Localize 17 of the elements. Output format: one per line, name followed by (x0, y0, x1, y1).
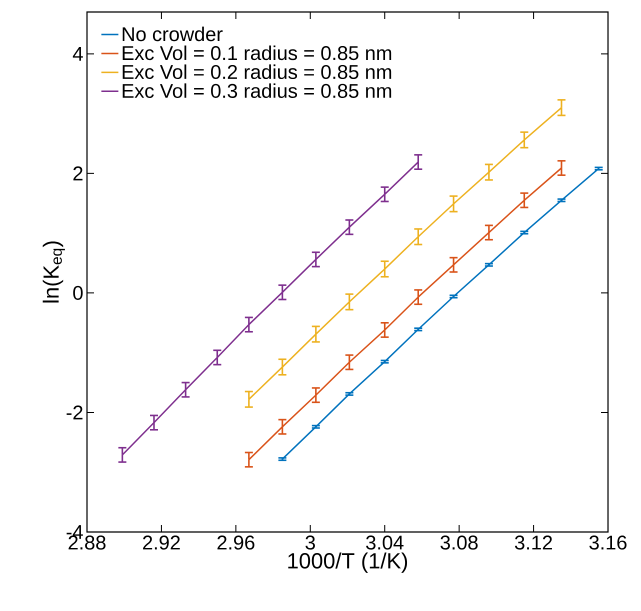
x-tick-label: 3.08 (440, 536, 478, 550)
legend-label: Exc Vol = 0.2 radius = 0.85 nm (122, 64, 392, 80)
x-tick-label: 3.12 (514, 536, 552, 550)
y-tick-label: 4 (72, 46, 83, 61)
y-tick-label: 2 (73, 166, 82, 180)
x-tick-label: 2.92 (143, 536, 180, 550)
y-axis-title: ln(K$_{eq}$) (42, 241, 65, 302)
x-tick-label: 3.04 (366, 536, 404, 550)
x-tick-label: 3.16 (589, 536, 627, 550)
y-tick-label: -2 (66, 406, 82, 420)
x-axis-title: 1000/T (1/K) (288, 552, 408, 573)
legend-label: No crowder (122, 26, 223, 42)
x-tick-label: 2.96 (217, 536, 254, 550)
x-tick-label: 3 (306, 536, 315, 550)
legend-label: Exc Vol = 0.3 radius = 0.85 nm (122, 83, 392, 98)
y-tick-label: 0 (73, 286, 83, 300)
legend-label: Exc Vol = 0.1 radius = 0.85 nm (122, 46, 392, 60)
